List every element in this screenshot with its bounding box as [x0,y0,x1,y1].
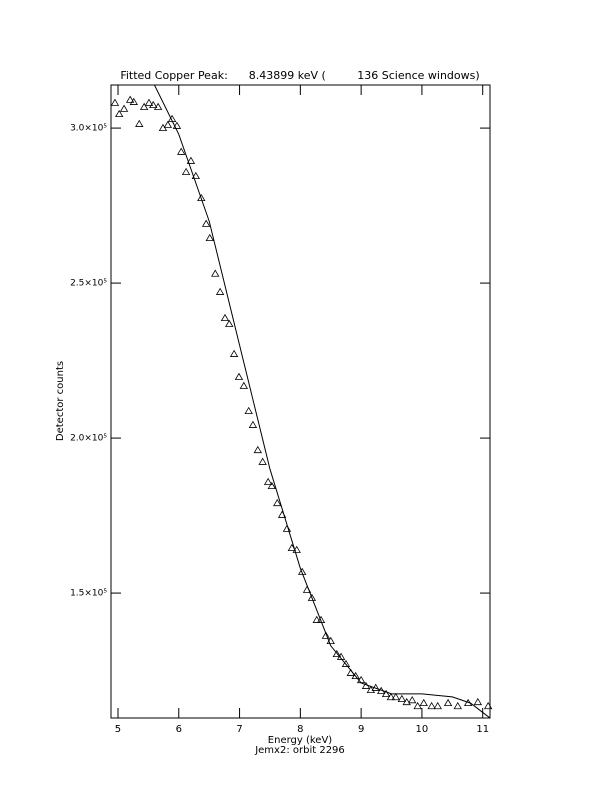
data-point [307,593,317,601]
data-point [413,701,422,710]
data-point [186,156,196,164]
data-point [433,701,442,710]
data-point [119,104,129,112]
data-point [239,381,249,389]
data-point [215,287,225,295]
data-point [197,193,206,202]
data-point [234,372,244,380]
x-tick-label: 11 [476,724,489,735]
data-point [321,631,331,639]
y-tick-label: 1.5×10⁵ [70,589,107,599]
data-point [248,420,258,428]
data-point [220,313,230,322]
data-point [282,524,292,532]
data-point [483,701,493,710]
data-point [153,102,163,110]
data-point [172,121,182,129]
data-point [297,567,307,575]
x-tick-label: 8 [297,724,303,735]
y-tick-label: 3.0×10⁵ [70,124,107,134]
x-tick-label: 6 [176,724,182,735]
data-point [351,671,360,680]
y-tick-label: 2.0×10⁵ [70,434,107,444]
chart-title: Fitted Copper Peak: 8.43899 keV ( 136 Sc… [120,69,479,82]
data-point [312,615,321,623]
data-point [191,171,200,180]
data-point [139,102,149,110]
data-point [391,692,400,701]
data-point [163,120,173,128]
data-point [149,100,158,109]
data-point [181,167,191,176]
data-point [135,119,144,127]
x-tick-label: 10 [416,724,429,735]
data-point [253,445,262,454]
data-point [177,147,186,155]
y-tick-label: 2.5×10⁵ [70,279,107,289]
x-tick-label: 7 [236,724,242,735]
data-point [211,269,220,277]
x-axis-label: Energy (keV) [268,735,333,746]
data-point [407,696,417,704]
data-point [381,689,391,698]
subtitle: Jemx2: orbit 2296 [254,745,345,756]
data-point [397,694,407,702]
data-point [316,615,326,623]
data-point [332,649,342,658]
y-axis-label: Detector counts [55,361,66,441]
data-point [427,701,436,710]
data-point [419,698,428,707]
data-point [273,498,282,507]
data-point [386,692,396,701]
data-point [453,701,462,710]
data-point [263,477,273,485]
data-point [205,233,214,242]
data-point [144,98,154,106]
data-point [267,481,276,490]
fit-line [154,85,490,718]
data-point [201,219,211,227]
data-point [115,109,124,118]
data-point [402,697,411,706]
data-point [244,406,253,415]
data-point [473,697,483,706]
x-tick-label: 9 [358,724,364,735]
data-point [341,659,351,667]
data-point [129,97,138,105]
data-point [229,349,239,357]
data-point [443,698,453,707]
data-point [258,457,267,465]
data-point [225,319,234,327]
data-point [110,98,120,106]
x-tick-label: 5 [115,724,121,735]
data-point [125,95,135,103]
